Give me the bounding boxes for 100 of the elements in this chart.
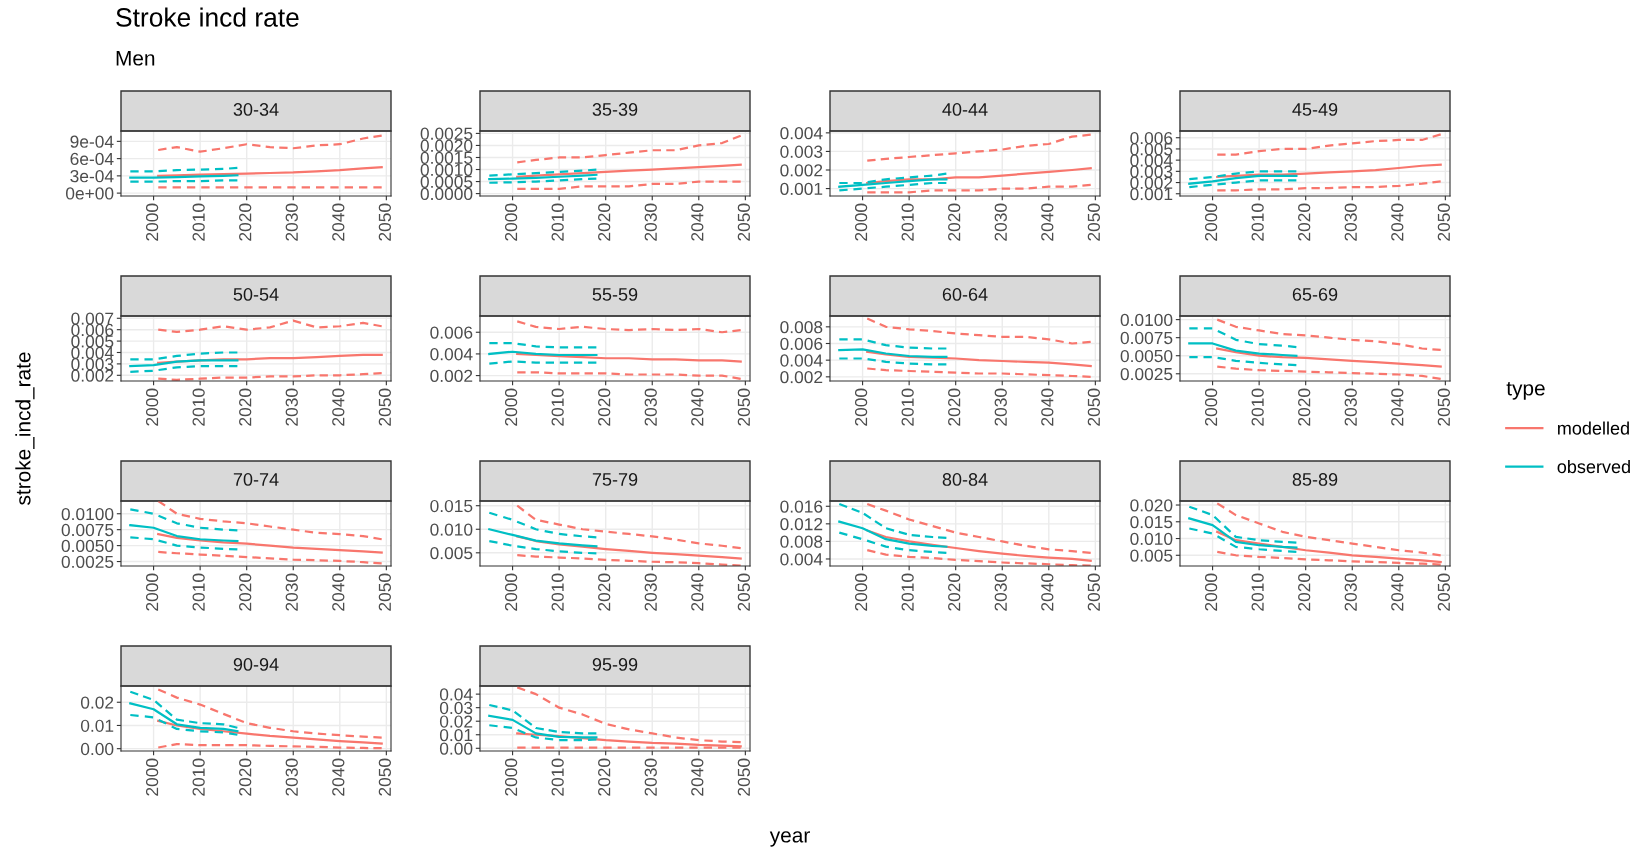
y-tick-label: 0.02 [439, 715, 473, 728]
line-series [1188, 505, 1298, 544]
line-series [129, 524, 239, 543]
y-tick-label: 0.001 [780, 182, 823, 196]
line-series [516, 134, 742, 164]
line-series [866, 183, 1092, 194]
line-series [488, 703, 598, 735]
x-tick-label: 2030 [994, 388, 1007, 426]
y-tick-label: 0.0100 [61, 507, 114, 521]
chart-title: 85-89 [1292, 473, 1338, 486]
line-series [1188, 174, 1298, 185]
x-tick-label: 2010 [1251, 203, 1264, 241]
chart-title: 80-84 [942, 473, 988, 486]
y-tick-label: 0.015 [1130, 515, 1173, 529]
y-tick-label: 0.005 [71, 335, 114, 348]
y-tick-label: 0.0015 [420, 151, 473, 164]
x-tick-label: 2040 [691, 388, 704, 426]
y-tick-label: 0.015 [430, 499, 473, 513]
x-tick-label: 2050 [737, 573, 751, 611]
line-series [157, 533, 383, 554]
line-series [838, 502, 948, 539]
x-tick-label: 2020 [1298, 388, 1311, 426]
x-tick-label: 2010 [192, 388, 205, 426]
x-tick-label: 2030 [644, 573, 657, 611]
line-series [1188, 170, 1298, 181]
y-tick-label: 0.006 [71, 323, 114, 337]
y-tick-label: 0.02 [80, 696, 114, 709]
text: year [769, 831, 810, 847]
y-tick-label: 0.003 [71, 358, 114, 371]
x-tick-label: 2050 [1437, 573, 1451, 611]
x-tick-label: 2020 [598, 758, 611, 796]
chart-title: 75-79 [592, 473, 638, 486]
x-tick-label: 2000 [145, 758, 159, 796]
y-tick-label: 0.004 [71, 346, 114, 359]
y-tick-label: 0.010 [1130, 532, 1173, 545]
line-series [488, 511, 598, 539]
line-series [866, 549, 1092, 566]
chart-title: 65-69 [1292, 288, 1338, 301]
x-tick-label: 2050 [1437, 203, 1451, 241]
chart-title: 45-49 [1292, 103, 1338, 116]
line-series [129, 351, 239, 361]
x-tick-label: 2050 [737, 388, 751, 426]
x-tick-label: 2010 [192, 203, 205, 241]
x-tick-label: 2050 [737, 758, 751, 796]
x-tick-label: 2020 [239, 758, 252, 796]
y-tick-label: 0.020 [1130, 499, 1173, 512]
y-tick-label: 0.03 [439, 701, 473, 715]
x-tick-label: 2010 [192, 758, 205, 796]
chart-title: 50-54 [233, 288, 279, 301]
x-tick-label: 2040 [332, 388, 345, 426]
x-tick-label: 2050 [378, 758, 392, 796]
x-tick-label: 2000 [504, 758, 518, 796]
line-series [516, 352, 742, 363]
line-series [157, 371, 383, 381]
y-tick-label: 0.00 [439, 742, 473, 755]
x-tick-label: 2000 [504, 573, 518, 611]
chart-title: 60-64 [942, 288, 988, 301]
y-tick-label: 0.0025 [420, 127, 473, 140]
line-series [157, 134, 383, 153]
x-tick-label: 2030 [644, 388, 657, 426]
line-series [488, 528, 598, 548]
legend-label: observed [1557, 459, 1630, 474]
x-tick-label: 2050 [378, 388, 392, 426]
x-tick-label: 2040 [691, 758, 704, 796]
line-series [488, 168, 598, 177]
x-tick-label: 2000 [145, 203, 159, 241]
y-tick-label: 0.010 [430, 523, 473, 536]
x-tick-label: 2020 [598, 388, 611, 426]
x-tick-label: 2050 [1437, 388, 1451, 426]
y-tick-label: 0.003 [780, 145, 823, 158]
line-series [1216, 318, 1442, 352]
y-tick-label: 0.0075 [1120, 331, 1173, 345]
y-tick-label: 0.00 [80, 742, 114, 756]
text: Men [116, 51, 155, 66]
text: stroke_incd_rate [15, 352, 35, 505]
y-tick-label: 0.002 [780, 371, 823, 384]
line-series [516, 163, 742, 178]
line-series [866, 502, 1092, 554]
y-tick-label: 0.0075 [61, 523, 114, 537]
legend-label: modelled [1558, 421, 1629, 435]
x-tick-label: 2010 [901, 573, 914, 611]
line-series [1188, 179, 1298, 189]
x-tick-label: 2030 [285, 573, 298, 611]
x-tick-label: 2040 [1391, 573, 1404, 611]
y-tick-label: 0.002 [71, 369, 114, 382]
line-series [516, 180, 742, 190]
x-tick-label: 2020 [239, 203, 252, 241]
x-tick-label: 2000 [1204, 203, 1218, 241]
x-tick-label: 2020 [948, 388, 961, 426]
line-series [516, 504, 742, 550]
y-tick-label: 0.006 [780, 337, 823, 350]
x-tick-label: 2010 [551, 573, 564, 611]
x-tick-label: 2030 [285, 758, 298, 796]
y-tick-label: 0.01 [439, 728, 473, 742]
line-series [838, 520, 948, 548]
x-tick-label: 2040 [1391, 203, 1404, 241]
line-series [1188, 356, 1298, 367]
x-tick-label: 2010 [901, 203, 914, 241]
line-series [157, 688, 383, 739]
chart-title: 35-39 [592, 103, 638, 116]
